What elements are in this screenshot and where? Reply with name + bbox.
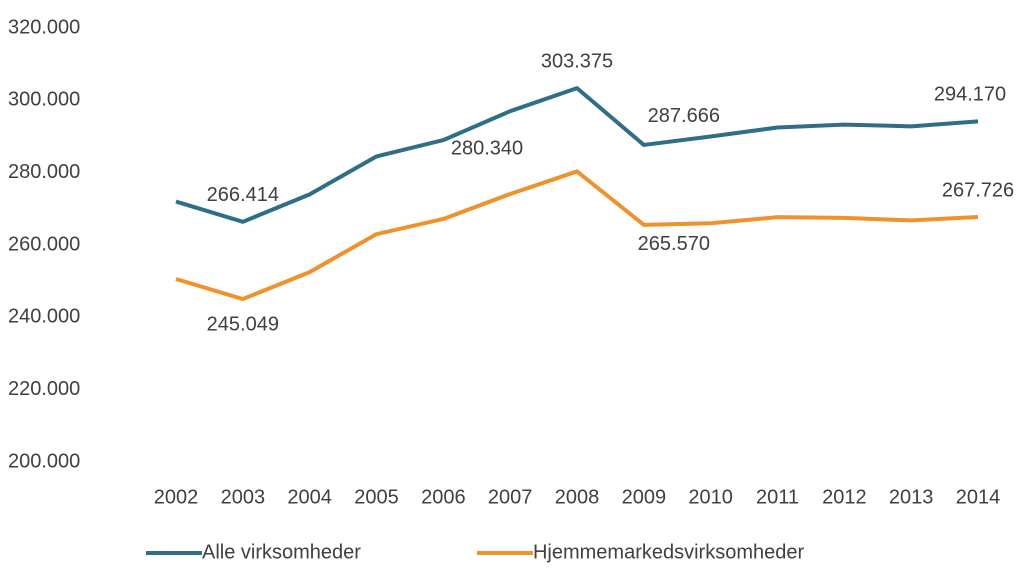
y-tick-label: 300.000 (8, 89, 80, 111)
x-tick-label: 2012 (822, 486, 867, 508)
x-tick-label: 2007 (488, 486, 533, 508)
data-label: 267.726 (942, 179, 1014, 201)
data-label: 303.375 (541, 50, 613, 72)
x-tick-label: 2002 (154, 486, 199, 508)
series-line (175, 86, 979, 224)
y-tick-label: 280.000 (8, 161, 80, 183)
x-tick-label: 2011 (756, 486, 799, 508)
data-label: 287.666 (648, 105, 720, 127)
x-tick-label: 2005 (354, 486, 399, 508)
x-tick-label: 2006 (421, 486, 466, 508)
x-tick-label: 2003 (221, 486, 266, 508)
data-label: 245.049 (207, 313, 279, 335)
y-tick-label: 220.000 (8, 378, 80, 400)
legend-label: Hjemmemarkedsvirksomheder (533, 541, 805, 563)
x-tick-label: 2014 (956, 486, 1001, 508)
series-line (175, 169, 979, 302)
x-tick-label: 2013 (889, 486, 934, 508)
x-tick-label: 2009 (622, 486, 667, 508)
y-tick-label: 320.000 (8, 16, 80, 38)
y-tick-label: 200.000 (8, 450, 80, 472)
data-label: 265.570 (638, 233, 710, 255)
legend-label: Alle virksomheder (202, 541, 361, 563)
y-tick-label: 240.000 (8, 306, 80, 328)
data-label: 266.414 (207, 184, 279, 206)
x-tick-label: 2004 (287, 486, 332, 508)
data-label: 280.340 (451, 138, 523, 160)
y-tick-label: 260.000 (8, 233, 80, 255)
x-tick-label: 2010 (688, 486, 733, 508)
x-tick-label: 2008 (555, 486, 600, 508)
data-label: 294.170 (934, 84, 1006, 106)
